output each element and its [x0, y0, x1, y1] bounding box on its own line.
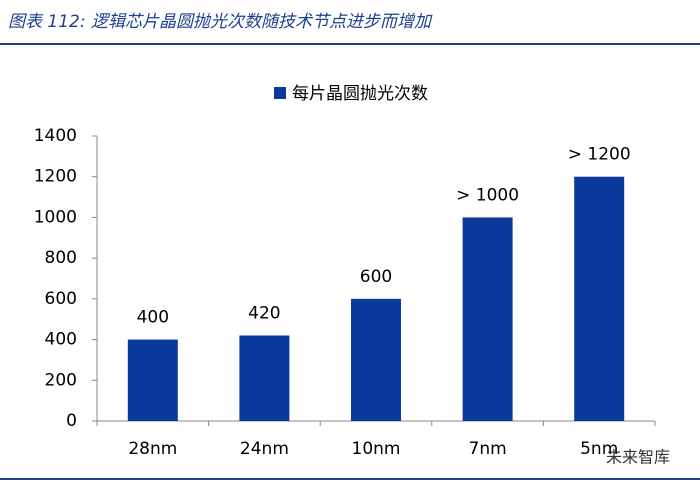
y-tick-label: 400 — [45, 330, 77, 350]
data-label: 600 — [360, 267, 392, 287]
x-tick-label: 24nm — [240, 439, 289, 459]
data-label: 400 — [137, 308, 169, 328]
y-tick-label: 1400 — [34, 126, 77, 146]
x-tick-label: 5nm — [580, 439, 618, 459]
y-tick-label: 200 — [45, 370, 77, 390]
y-tick-label: 1200 — [34, 167, 77, 187]
x-tick-label: 7nm — [469, 439, 507, 459]
bar — [462, 217, 513, 421]
x-tick-label: 10nm — [352, 439, 401, 459]
bar — [127, 339, 178, 421]
watermark: 未来智库 — [606, 448, 670, 467]
data-label: > 1200 — [568, 145, 631, 165]
bar — [239, 335, 290, 421]
y-tick-label: 0 — [66, 411, 77, 431]
data-label: > 1000 — [456, 185, 519, 205]
x-tick-label: 28nm — [128, 439, 177, 459]
bar — [574, 176, 625, 421]
title: 图表 112: 逻辑芯片晶圆抛光次数随技术节点进步而增加 — [8, 12, 433, 32]
bar — [351, 298, 401, 421]
y-tick-label: 600 — [45, 289, 77, 309]
y-tick-label: 1000 — [34, 207, 77, 227]
data-label: 420 — [248, 304, 280, 324]
y-tick-label: 800 — [45, 248, 77, 268]
chart: 0 200 400 600 800 1000 1200 1400 每片晶圆抛光次数 28nm 400… — [34, 84, 656, 459]
legend-label: 每片晶圆抛光次数 — [292, 84, 428, 104]
legend-swatch — [274, 87, 286, 99]
